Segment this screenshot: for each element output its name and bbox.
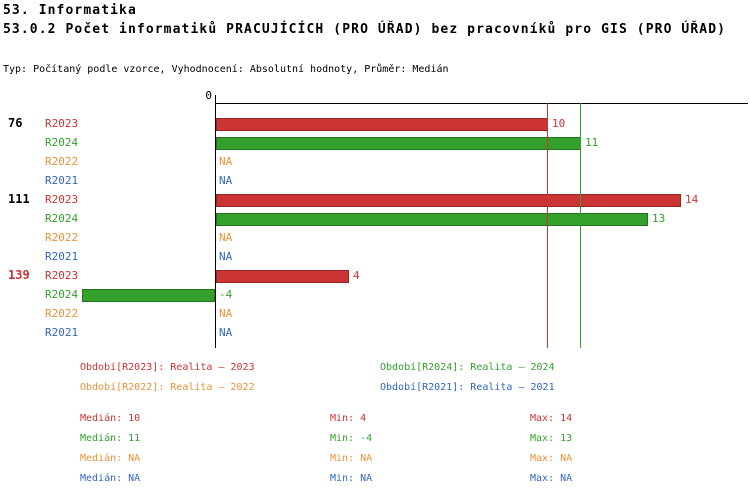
stat-median: Medián: NA [80,473,141,484]
group-label: 139 [8,268,30,282]
bar-value-label: -4 [219,288,233,301]
bar-value-label: 4 [353,269,360,282]
legend-item: Období[R2022]: Realita – 2022 [80,382,255,393]
bar [216,194,681,207]
legend-item: Období[R2024]: Realita – 2024 [380,362,555,373]
bar-value-label: 14 [685,193,699,206]
bar-value-label: 13 [652,212,666,225]
series-row-label: R2023 [45,269,79,282]
stat-min: Min: NA [330,473,373,484]
bar [82,289,215,302]
bar-value-label: NA [219,326,233,339]
series-row-label: R2022 [45,307,79,320]
series-row-label: R2022 [45,231,79,244]
stat-median: Medián: 11 [80,433,141,444]
bar-value-label: NA [219,231,233,244]
series-row-label: R2024 [45,212,79,225]
series-row-label: R2024 [45,288,79,301]
series-row-label: R2022 [45,155,79,168]
y-axis-line [215,95,216,348]
bar [216,118,548,131]
bar-value-label: NA [219,307,233,320]
bar-value-label: NA [219,174,233,187]
group-label: 111 [8,192,30,206]
bar-value-label: NA [219,250,233,263]
series-row-label: R2024 [45,136,79,149]
series-row-label: R2021 [45,250,79,263]
stat-max: Max: 13 [530,433,573,444]
series-row-label: R2023 [45,117,79,130]
bar [216,213,648,226]
stat-max: Max: NA [530,453,573,464]
bar [216,270,349,283]
series-row-label: R2021 [45,326,79,339]
plot-top-border [215,103,748,104]
axis-zero-label: 0 [205,89,212,102]
series-row-label: R2023 [45,193,79,206]
bar-value-label: NA [219,155,233,168]
legend-item: Období[R2021]: Realita – 2021 [380,382,555,393]
series-row-label: R2021 [45,174,79,187]
stat-min: Min: NA [330,453,373,464]
stat-max: Max: NA [530,473,573,484]
legend-item: Období[R2023]: Realita – 2023 [80,362,255,373]
stat-median: Medián: 10 [80,413,141,424]
median-line-r2024 [580,103,581,348]
stat-min: Min: -4 [330,433,373,444]
stat-median: Medián: NA [80,453,141,464]
stat-max: Max: 14 [530,413,573,424]
group-label: 76 [8,116,23,130]
chart-meta-line: Typ: Počítaný podle vzorce, Vyhodnocení:… [3,64,449,75]
bar [216,137,581,150]
median-line-r2023 [547,103,548,348]
chart-title: 53. Informatika [3,3,137,18]
bar-value-label: 11 [585,136,599,149]
stat-min: Min: 4 [330,413,367,424]
chart-subtitle: 53.0.2 Počet informatiků PRACUJÍCÍCH (PR… [3,22,727,37]
bar-value-label: 10 [552,117,566,130]
